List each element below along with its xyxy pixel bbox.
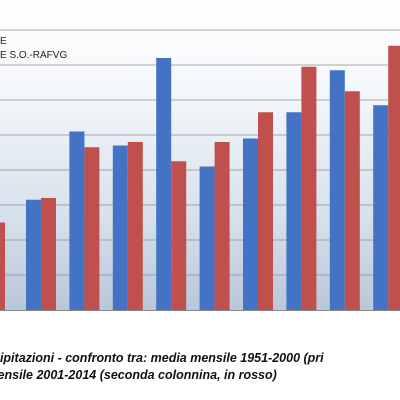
bar-lug-series1: [199, 166, 215, 310]
bar-chart: mar apr mag giu lug ago set ott nov: [0, 29, 400, 310]
legend-line-1: E: [0, 36, 7, 47]
bar-ago-series2: [258, 112, 273, 310]
plot-area: mar apr mag giu lug ago set ott nov E E S.O.-RAF…: [0, 0, 400, 311]
bar-ott-series2: [344, 91, 360, 310]
bar-mar-series1: [26, 199, 41, 310]
chart-legend: E E S.O.-RAFVG: [0, 35, 120, 63]
bar-lug-series2: [214, 142, 230, 310]
bar-mag-series1: [112, 145, 128, 310]
bar-set-series1: [286, 112, 302, 310]
bar-giu-series1: [156, 58, 172, 310]
bar-partial-left: [0, 222, 5, 310]
bar-giu-series2: [171, 161, 187, 310]
bar-mar-series2: [41, 198, 56, 310]
bar-ott-series1: [329, 70, 345, 310]
bar-ago-series1: [243, 138, 258, 310]
figure-caption: cipitazioni - confronto tra: media mensi…: [0, 350, 400, 384]
bar-mag-series2: [127, 142, 143, 310]
bar-nov-series1: [373, 105, 389, 310]
legend-line-2: E S.O.-RAFVG: [0, 50, 68, 61]
bar-apr-series2: [84, 147, 100, 310]
bar-set-series2: [301, 66, 317, 310]
caption-line-1: cipitazioni - confronto tra: media mensi…: [0, 351, 324, 365]
bar-nov-series2: [388, 45, 400, 310]
bar-apr-series1: [69, 131, 85, 310]
caption-line-2: a mensile 2001-2014 (seconda colonnina, …: [0, 368, 277, 382]
